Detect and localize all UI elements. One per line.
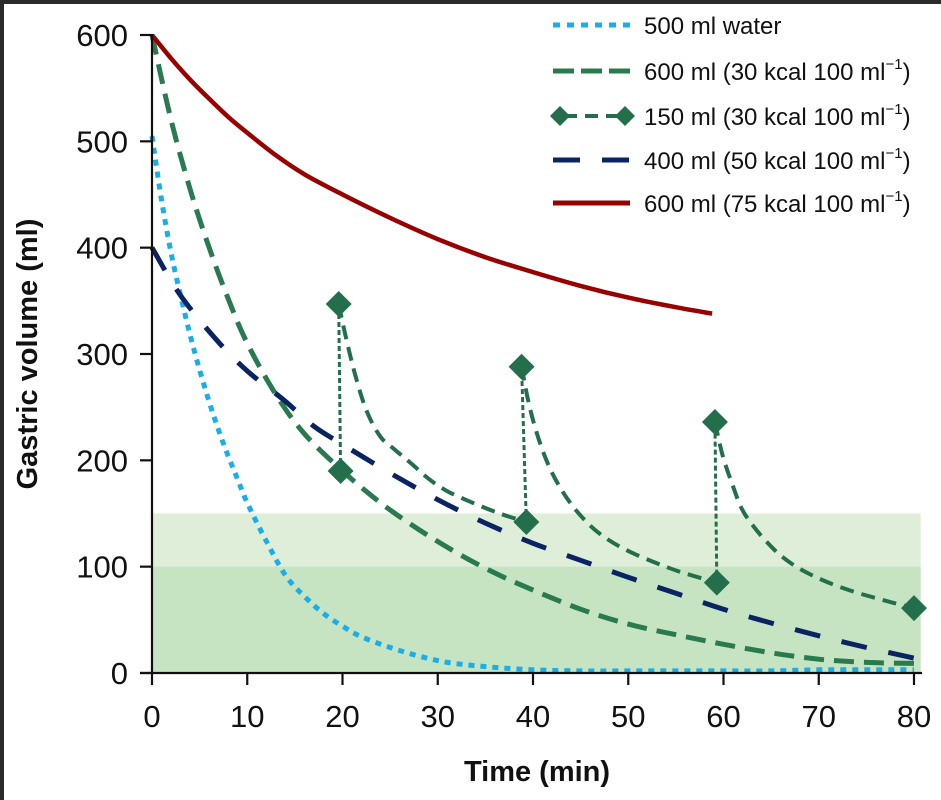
legend-label: 500 ml water [644, 13, 781, 40]
legend-label: 600 ml (75 kcal 100 ml−1) [644, 188, 911, 218]
x-tick-label: 30 [421, 699, 455, 734]
diamond-marker [513, 509, 540, 536]
legend: 500 ml water 600 ml (30 kcal 100 ml−1) 150… [550, 13, 911, 218]
series-400-ml-50-kcal-100-ml-1 [149, 246, 915, 661]
series-line-segment [519, 366, 718, 585]
legend-item-600-ml-75-kcal-100-ml-1: 600 ml (75 kcal 100 ml−1) [553, 188, 911, 218]
legend-item-500-ml-water: 500 ml water [553, 13, 781, 40]
legend-diamond-marker [550, 106, 570, 126]
x-tick-label: 40 [516, 699, 550, 734]
legend-label: 150 ml (30 kcal 100 ml−1) [644, 101, 911, 131]
y-tick-label: 200 [76, 443, 128, 478]
y-tick-label: 400 [76, 231, 128, 266]
diamond-marker [325, 291, 352, 318]
diamond-marker [701, 409, 728, 436]
x-tick-label: 20 [325, 699, 359, 734]
x-axis-title: Time (min) [464, 756, 610, 788]
refill-line [520, 366, 528, 523]
legend-item-600-ml-30-kcal-100-ml-1: 600 ml (30 kcal 100 ml−1) [553, 56, 911, 86]
x-tick-label: 70 [802, 699, 836, 734]
y-axis-title: Gastric volume (ml) [12, 219, 44, 490]
diamond-marker [703, 569, 730, 596]
y-tick-label: 500 [76, 124, 128, 159]
legend-item-400-ml-50-kcal-100-ml-1: 400 ml (50 kcal 100 ml−1) [553, 145, 911, 175]
x-tick-label: 80 [897, 699, 931, 734]
legend-item-150-ml-30-kcal-100-ml-1: 150 ml (30 kcal 100 ml−1) [550, 101, 911, 131]
refill-line [713, 422, 719, 583]
y-ticks: 0 100 200 300 400 500 600 [76, 18, 152, 691]
series-line [149, 246, 915, 661]
axes: 0 10 20 30 40 50 60 70 80 0 100 200 300 400 500 600 [76, 18, 931, 734]
chart-frame: 0 10 20 30 40 50 60 70 80 0 100 200 300 400 500 600 Ti… [4, 4, 941, 800]
y-tick-label: 0 [111, 656, 128, 691]
x-ticks: 0 10 20 30 40 50 60 70 80 [143, 673, 931, 734]
y-tick-label: 100 [76, 550, 128, 585]
series-layer [149, 33, 927, 674]
series-600-ml-75-kcal-100-ml-1 [150, 33, 713, 316]
series-line [149, 135, 914, 674]
legend-label: 600 ml (30 kcal 100 ml−1) [644, 56, 911, 86]
diamond-marker [327, 457, 354, 484]
series-500-ml-water [149, 135, 914, 674]
legend-label: 400 ml (50 kcal 100 ml−1) [644, 145, 911, 175]
diamond-marker [901, 595, 927, 622]
series-line [150, 33, 713, 316]
shaded-bands [152, 513, 921, 673]
x-tick-label: 60 [706, 699, 740, 734]
series-line-segment [336, 303, 527, 524]
x-tick-label: 10 [230, 699, 264, 734]
x-tick-label: 50 [611, 699, 645, 734]
x-tick-label: 0 [143, 699, 160, 734]
series-150-ml-30-kcal-100-ml-1 [325, 291, 927, 622]
refill-line [337, 304, 343, 471]
chart: 0 10 20 30 40 50 60 70 80 0 100 200 300 400 500 600 Ti… [12, 13, 931, 788]
y-tick-label: 600 [76, 18, 128, 53]
diamond-marker [508, 353, 535, 380]
legend-diamond-marker [615, 106, 635, 126]
y-tick-label: 300 [76, 337, 128, 372]
